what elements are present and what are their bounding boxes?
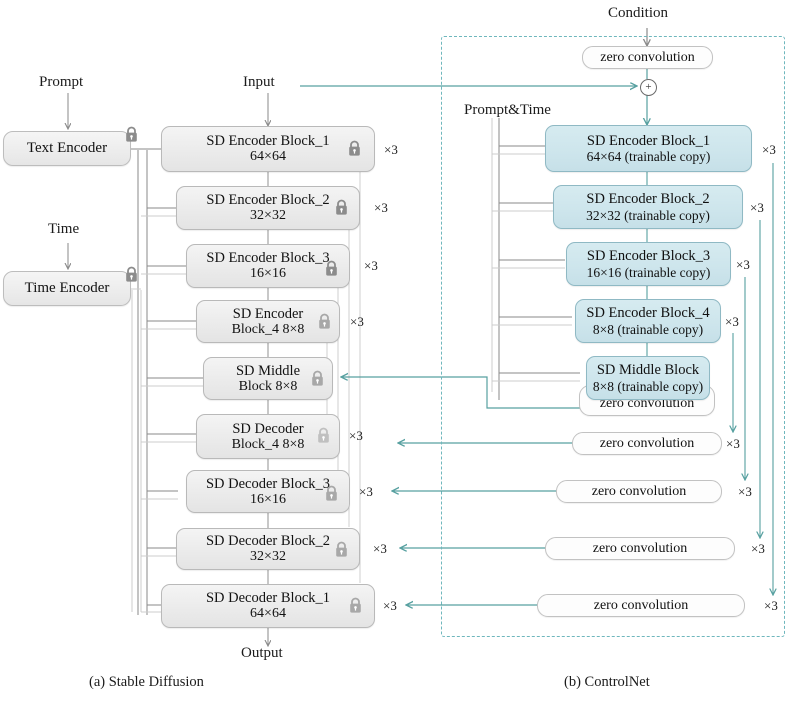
block-resolution: 8×8 (trainable copy) <box>592 378 704 394</box>
zero-convolution-label: zero convolution <box>600 49 695 65</box>
block-resolution: 64×64 <box>250 606 286 622</box>
block-title: SD Encoder Block_1 <box>206 133 330 150</box>
repeat-multiplier: ×3 <box>359 484 373 499</box>
block-title: SD Encoder Block_2 <box>206 192 330 209</box>
control-encoder-block-2[interactable]: SD Encoder Block_2 32×32 (trainable copy… <box>553 185 743 229</box>
block-title: SD Encoder Block_1 <box>586 132 711 149</box>
sd-decoder-block-4[interactable]: SD Decoder Block_4 8×8 <box>196 414 340 459</box>
sd-encoder-block-4[interactable]: SD Encoder Block_4 8×8 <box>196 300 340 343</box>
label-prompt: Prompt <box>39 74 84 90</box>
control-middle-block[interactable]: SD Middle Block 8×8 (trainable copy) <box>586 356 710 400</box>
block-title: SD Decoder Block_2 <box>205 533 331 550</box>
control-encoder-block-1[interactable]: SD Encoder Block_1 64×64 (trainable copy… <box>545 125 752 172</box>
repeat-multiplier: ×3 <box>383 598 397 613</box>
control-encoder-block-3[interactable]: SD Encoder Block_3 16×16 (trainable copy… <box>566 242 731 286</box>
sd-encoder-block-1[interactable]: SD Encoder Block_1 64×64 <box>161 126 375 172</box>
lock-icon <box>334 541 349 558</box>
zero-convolution-4[interactable]: zero convolution <box>537 594 745 617</box>
label-output: Output <box>241 645 283 661</box>
repeat-multiplier: ×3 <box>726 436 740 451</box>
caption-stable-diffusion: (a) Stable Diffusion <box>89 674 204 690</box>
block-title: SD Encoder Block_3 <box>586 248 711 265</box>
repeat-multiplier: ×3 <box>374 200 388 215</box>
repeat-multiplier: ×3 <box>364 258 378 273</box>
lock-icon <box>347 140 362 157</box>
control-encoder-block-4[interactable]: SD Encoder Block_4 8×8 (trainable copy) <box>575 299 721 343</box>
lock-icon <box>317 313 332 330</box>
zero-convolution-label: zero convolution <box>591 483 687 499</box>
lock-icon <box>348 597 363 614</box>
block-title: SD Encoder Block_4 <box>586 305 710 322</box>
text-encoder-label: Text Encoder <box>26 140 108 156</box>
add-junction-icon: + <box>640 79 657 96</box>
block-title: SD Middle <box>235 362 301 379</box>
block-resolution: 32×32 (trainable copy) <box>586 207 710 223</box>
repeat-multiplier: ×3 <box>725 314 739 329</box>
lock-icon <box>316 427 331 444</box>
label-time: Time <box>48 221 80 237</box>
sd-encoder-block-2[interactable]: SD Encoder Block_2 32×32 <box>176 186 360 230</box>
caption-controlnet: (b) ControlNet <box>564 674 650 690</box>
block-resolution: 32×32 <box>250 208 286 224</box>
repeat-multiplier: ×3 <box>384 142 398 157</box>
repeat-multiplier: ×3 <box>736 257 750 272</box>
block-resolution: Block 8×8 <box>238 378 298 394</box>
block-resolution: Block_4 8×8 <box>231 436 305 452</box>
lock-icon <box>334 199 349 216</box>
repeat-multiplier: ×3 <box>751 541 765 556</box>
label-prompt-and-time: Prompt&Time <box>464 102 551 118</box>
sd-middle-block[interactable]: SD Middle Block 8×8 <box>203 357 333 400</box>
block-resolution: 8×8 (trainable copy) <box>592 321 704 337</box>
lock-icon <box>124 266 139 283</box>
zero-convolution-label: zero convolution <box>599 435 695 451</box>
controlnet-dashed-boundary <box>441 36 785 637</box>
lock-icon <box>324 485 339 502</box>
time-encoder-label: Time Encoder <box>24 280 110 296</box>
block-resolution: 64×64 <box>250 149 286 165</box>
sd-decoder-block-3[interactable]: SD Decoder Block_3 16×16 <box>186 470 350 513</box>
sd-decoder-block-1[interactable]: SD Decoder Block_1 64×64 <box>161 584 375 628</box>
label-input: Input <box>243 74 275 90</box>
sd-decoder-block-2[interactable]: SD Decoder Block_2 32×32 <box>176 528 360 570</box>
block-resolution: 16×16 <box>250 266 286 282</box>
block-resolution: Block_4 8×8 <box>231 321 305 337</box>
repeat-multiplier: ×3 <box>350 314 364 329</box>
repeat-multiplier: ×3 <box>764 598 778 613</box>
repeat-multiplier: ×3 <box>762 142 776 157</box>
block-resolution: 16×16 (trainable copy) <box>586 264 711 280</box>
sd-encoder-block-3[interactable]: SD Encoder Block_3 16×16 <box>186 244 350 288</box>
block-title: SD Decoder Block_3 <box>205 475 331 492</box>
lock-icon <box>324 260 339 277</box>
time-encoder-block[interactable]: Time Encoder <box>3 271 131 306</box>
zero-convolution-label: zero convolution <box>592 540 688 556</box>
zero-convolution-label: zero convolution <box>593 597 689 613</box>
block-resolution: 64×64 (trainable copy) <box>586 149 711 165</box>
text-encoder-block[interactable]: Text Encoder <box>3 131 131 166</box>
plus-glyph: + <box>645 81 652 93</box>
block-title: SD Encoder <box>232 305 304 322</box>
block-title: SD Decoder <box>232 420 304 437</box>
zero-convolution-1[interactable]: zero convolution <box>572 432 722 455</box>
zero-convolution-3[interactable]: zero convolution <box>545 537 735 560</box>
lock-icon <box>310 370 325 387</box>
repeat-multiplier: ×3 <box>349 428 363 443</box>
block-resolution: 32×32 <box>250 549 286 565</box>
zero-convolution-2[interactable]: zero convolution <box>556 480 722 503</box>
block-resolution: 16×16 <box>250 491 286 507</box>
repeat-multiplier: ×3 <box>373 541 387 556</box>
zero-convolution-top[interactable]: zero convolution <box>582 46 713 69</box>
block-title: SD Decoder Block_1 <box>205 590 331 607</box>
block-title: SD Encoder Block_2 <box>586 191 710 208</box>
block-title: SD Middle Block <box>596 362 700 379</box>
block-title: SD Encoder Block_3 <box>206 250 330 267</box>
label-condition: Condition <box>608 5 669 21</box>
lock-icon <box>124 126 139 143</box>
repeat-multiplier: ×3 <box>738 484 752 499</box>
repeat-multiplier: ×3 <box>750 200 764 215</box>
